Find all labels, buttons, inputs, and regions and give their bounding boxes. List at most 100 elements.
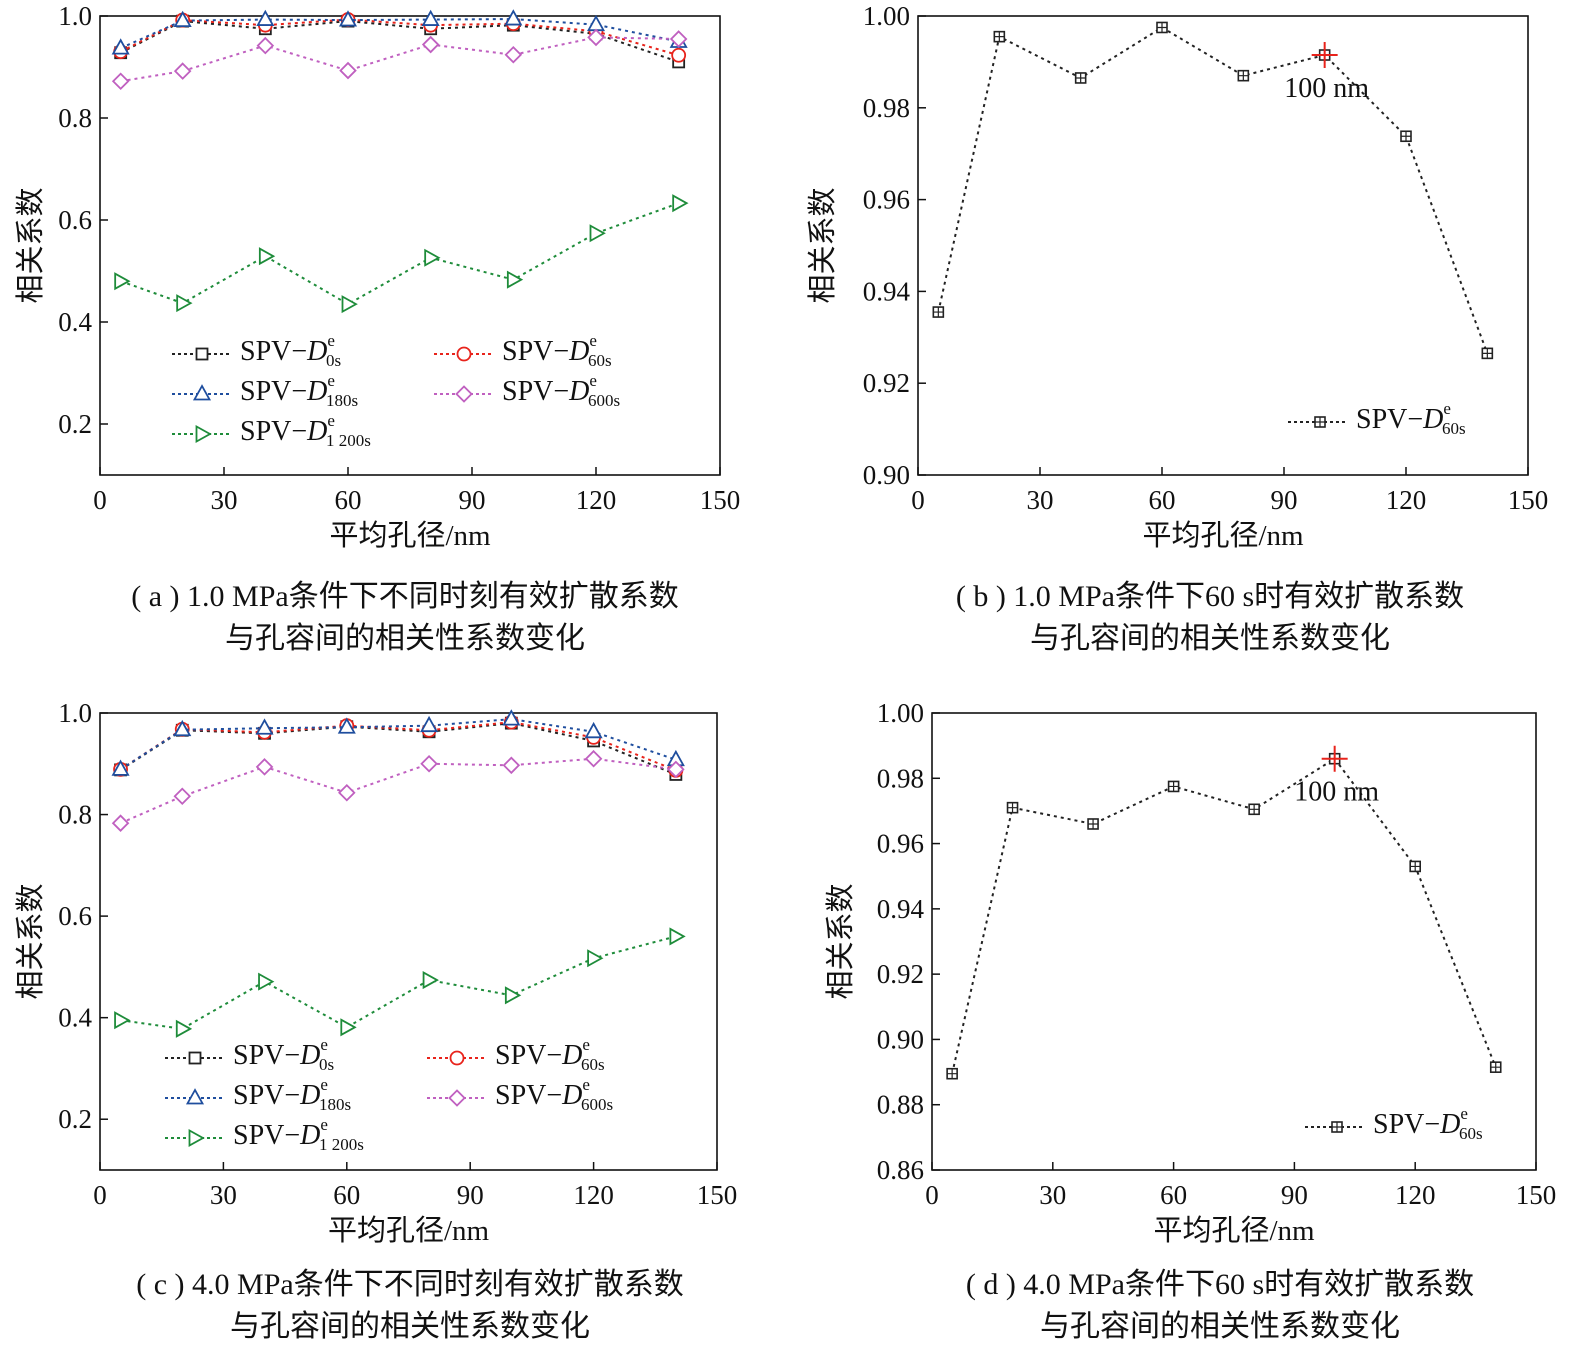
caption-b: ( b ) 1.0 MPa条件下60 s时有效扩散系数 与孔容间的相关性系数变化 (845, 576, 1573, 660)
legend-entry: SPV−De 600s (427, 1075, 613, 1114)
data-point (258, 972, 275, 991)
data-point (173, 10, 192, 27)
series-line (937, 26, 1489, 354)
data-point (111, 814, 130, 832)
legend-label: SPV−De 60s (495, 1035, 605, 1074)
data-point (584, 749, 603, 768)
y-tick-label: 0.92 (863, 368, 910, 398)
data-point (672, 194, 689, 213)
y-tick-label: 0.8 (58, 103, 92, 133)
chart-panel-a: 0 30 60 90 120 150 0.2 0.4 0.6 0.8 1.0 平均孔径/nm 相关系数 S… (14, 1, 740, 552)
data-point-cross (947, 1068, 958, 1079)
legend-marker (448, 1089, 466, 1107)
data-point-cross (1157, 22, 1167, 33)
legend-entry: SPV−De 0s (172, 331, 341, 370)
series-line (120, 757, 676, 825)
x-tick-label: 60 (333, 1180, 360, 1210)
legend-entry: SPV−De 60s (1288, 399, 1466, 438)
y-tick-label: 0.92 (877, 959, 924, 989)
legend-marker (192, 384, 212, 401)
chart-panel-c: 0 30 60 90 120 150 0.2 0.4 0.6 0.8 1.0 平均孔径/nm 相关系数 S… (14, 698, 737, 1247)
data-point (669, 30, 688, 48)
y-tick-label: 0.94 (863, 276, 911, 306)
x-tick-label: 30 (1039, 1180, 1066, 1210)
legend-entry: SPV−De 180s (165, 1075, 351, 1114)
legend-entry: SPV−De 0s (165, 1035, 334, 1074)
data-point (255, 758, 274, 776)
data-point (1409, 860, 1421, 873)
x-tick-label: 90 (1271, 485, 1298, 515)
series-line (120, 18, 679, 50)
data-point (340, 1018, 357, 1037)
plot-frame (99, 712, 718, 1171)
x-tick-label: 60 (1160, 1180, 1187, 1210)
y-tick-label: 1.0 (58, 698, 92, 728)
data-point (111, 72, 130, 91)
x-tick-label: 30 (211, 485, 238, 515)
y-axis-label: 相关系数 (14, 883, 47, 999)
y-tick-label: 0.4 (58, 307, 92, 337)
caption-b-line1: ( b ) 1.0 MPa条件下60 s时有效扩散系数 (955, 580, 1465, 613)
y-tick-label: 0.88 (877, 1090, 924, 1120)
legend: SPV−De 0s SPV−De 60s SPV−De 180s SPV−De 600s SPV… (172, 331, 620, 450)
x-tick-label: 0 (93, 485, 107, 515)
data-point (424, 248, 441, 267)
x-axis-label: 平均孔径/nm (1153, 1214, 1315, 1247)
chart-panel-d: 0 30 60 90 120 150 0.86 0.88 0.90 0.92 0.94 0.96 0.9… (824, 698, 1556, 1247)
series-line (951, 757, 1497, 1074)
data-point (504, 986, 522, 1005)
caption-d-line2: 与孔容间的相关性系数变化 (1040, 1310, 1400, 1343)
legend: SPV−De 60s (1305, 1104, 1483, 1143)
data-point-cross (1007, 802, 1018, 813)
data-point (1400, 130, 1412, 143)
series-60s (946, 752, 1502, 1080)
data-point (504, 45, 523, 64)
data-point (584, 721, 603, 739)
y-tick-label: 0.90 (877, 1024, 924, 1054)
y-tick-label: 0.98 (877, 763, 924, 793)
legend-label: SPV−De 0s (233, 1035, 334, 1074)
series-line (120, 20, 679, 63)
legend-entry: SPV−De 600s (434, 371, 620, 410)
y-tick-label: 0.4 (58, 1003, 92, 1033)
y-axis-label: 相关系数 (14, 187, 47, 303)
series-600s (111, 749, 685, 832)
legend-marker (1314, 416, 1326, 428)
data-point-cross (994, 31, 1005, 42)
legend-label: SPV−De 60s (502, 331, 612, 370)
data-point-cross (1482, 348, 1493, 359)
legend-marker (1331, 1121, 1343, 1133)
x-axis-label: 平均孔径/nm (1142, 519, 1304, 552)
data-point (422, 971, 439, 990)
legend-entry: SPV−De 60s (1305, 1104, 1483, 1143)
y-tick-label: 0.96 (877, 829, 924, 859)
highlight-marker (1311, 42, 1338, 69)
legend-marker (195, 347, 209, 361)
data-point (1156, 21, 1168, 34)
data-point (1087, 818, 1099, 830)
x-tick-label: 90 (457, 1180, 484, 1210)
y-axis-label: 相关系数 (806, 187, 839, 303)
data-point (175, 1019, 193, 1038)
data-point (173, 62, 192, 80)
highlight-marker (1321, 745, 1348, 772)
caption-c: ( c ) 4.0 MPa条件下不同时刻有效扩散系数 与孔容间的相关性系数变化 (45, 1264, 775, 1348)
data-point (1481, 347, 1494, 360)
legend-marker (185, 1088, 205, 1105)
y-tick-label: 0.90 (863, 460, 910, 490)
legend-label: SPV−De 60s (1373, 1104, 1483, 1143)
data-point (932, 306, 945, 318)
caption-a: ( a ) 1.0 MPa条件下不同时刻有效扩散系数 与孔容间的相关性系数变化 (40, 576, 770, 660)
x-tick-label: 150 (1508, 485, 1549, 515)
data-point (671, 47, 687, 63)
legend-label: SPV−De 180s (233, 1075, 351, 1114)
data-point (1248, 803, 1260, 816)
annotation-label: 100 nm (1294, 777, 1379, 808)
legend-entry: SPV−De 1 200s (165, 1115, 364, 1154)
x-tick-label: 150 (1516, 1180, 1557, 1210)
legend-label: SPV−De 180s (240, 371, 358, 410)
legend-marker-cross (1315, 417, 1325, 427)
data-point-cross (1410, 861, 1421, 872)
data-point (1074, 72, 1087, 84)
